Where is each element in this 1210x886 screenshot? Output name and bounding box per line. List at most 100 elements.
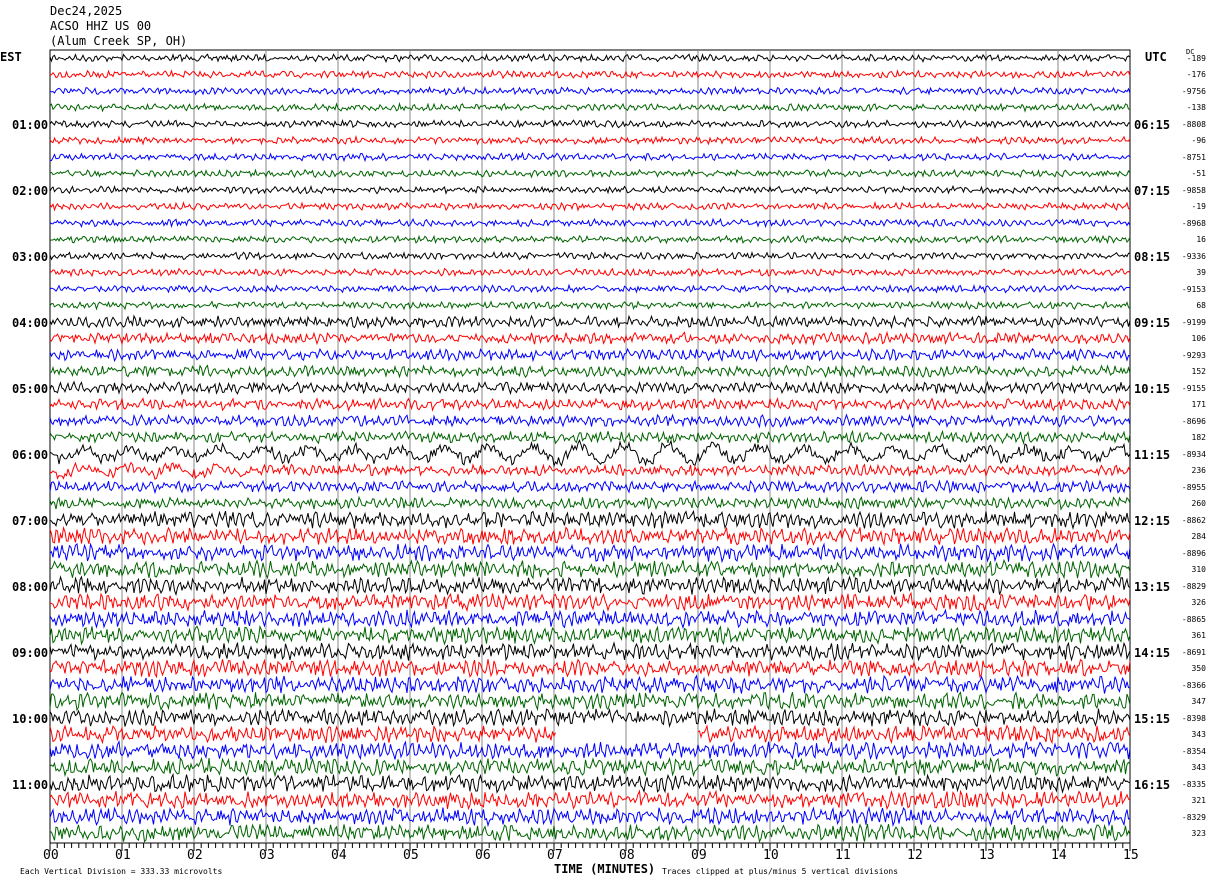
seismic-trace bbox=[49, 525, 1131, 547]
dc-offset-label: -8865 bbox=[1181, 614, 1206, 624]
date-label: Dec24,2025 bbox=[50, 4, 123, 18]
dc-offset-label: 182 bbox=[1191, 433, 1206, 443]
utc-hour-label: 06:15 bbox=[1134, 117, 1171, 132]
seismic-trace bbox=[49, 251, 1130, 261]
seismic-trace bbox=[49, 789, 1131, 811]
dc-offset-label: -9293 bbox=[1181, 350, 1206, 360]
est-hour-label: 08:00 bbox=[12, 579, 49, 594]
dc-offset-label: -8968 bbox=[1181, 218, 1206, 228]
dc-offset-label: 326 bbox=[1191, 598, 1206, 608]
dc-offset-label: -8862 bbox=[1181, 515, 1206, 525]
utc-hour-label: 11:15 bbox=[1134, 447, 1171, 462]
dc-title: DC bbox=[1186, 48, 1195, 56]
x-tick-label: 03 bbox=[259, 848, 275, 863]
seismic-trace bbox=[49, 380, 1131, 396]
seismic-trace bbox=[49, 657, 1131, 679]
seismic-trace bbox=[49, 438, 1131, 468]
seismic-trace bbox=[49, 283, 1131, 294]
seismic-trace bbox=[49, 168, 1131, 179]
utc-hour-label: 15:15 bbox=[1134, 711, 1171, 726]
dc-offset-label: 350 bbox=[1191, 664, 1206, 674]
dc-offset-label: -8335 bbox=[1181, 779, 1206, 789]
seismic-trace bbox=[49, 184, 1131, 195]
dc-offset-label: 106 bbox=[1191, 334, 1206, 344]
est-hour-label: 05:00 bbox=[12, 381, 49, 396]
seismic-trace bbox=[49, 347, 1131, 363]
dc-offset-label: -9155 bbox=[1181, 383, 1206, 393]
seismic-trace bbox=[49, 823, 1131, 844]
seismic-trace bbox=[49, 495, 1131, 511]
dc-offset-label: -8691 bbox=[1181, 647, 1206, 657]
x-tick-label: 11 bbox=[835, 848, 851, 863]
dc-offset-label: -8955 bbox=[1181, 482, 1206, 492]
est-hour-label: 03:00 bbox=[12, 249, 49, 264]
dc-offset-label: 323 bbox=[1191, 829, 1206, 838]
x-tick-label: 08 bbox=[619, 848, 635, 863]
dc-offset-label: -8808 bbox=[1181, 119, 1206, 129]
seismic-trace bbox=[49, 740, 1131, 761]
utc-hour-label: 07:15 bbox=[1134, 183, 1171, 198]
seismic-trace bbox=[49, 52, 1131, 64]
utc-hour-label: 10:15 bbox=[1134, 381, 1171, 396]
dc-offset-label: -8329 bbox=[1181, 812, 1206, 822]
seismic-trace bbox=[49, 479, 1131, 495]
est-hour-label: 09:00 bbox=[12, 645, 49, 660]
dc-offset-label: 236 bbox=[1191, 466, 1206, 476]
seismic-trace bbox=[49, 542, 1131, 564]
seismic-trace bbox=[49, 805, 1131, 828]
x-tick-label: 12 bbox=[907, 848, 923, 863]
x-tick-label: 02 bbox=[187, 848, 203, 863]
x-tick-label: 06 bbox=[475, 848, 491, 863]
x-tick-label: 14 bbox=[1051, 848, 1067, 863]
x-tick-label: 13 bbox=[979, 848, 995, 863]
dc-offset-label: -96 bbox=[1191, 136, 1206, 146]
seismic-trace bbox=[49, 691, 1131, 712]
seismic-trace bbox=[49, 300, 1131, 311]
dc-offset-label: 152 bbox=[1191, 367, 1206, 377]
station-label: ACSO HHZ US 00 bbox=[50, 19, 152, 33]
dc-offset-label: 171 bbox=[1191, 400, 1206, 410]
seismic-trace bbox=[49, 772, 1131, 794]
seismic-trace bbox=[49, 200, 1131, 212]
dc-offset-label: 310 bbox=[1191, 565, 1206, 575]
seismic-trace bbox=[49, 575, 1131, 597]
dc-offset-label: 343 bbox=[1191, 763, 1206, 773]
est-hour-label: 02:00 bbox=[12, 183, 49, 198]
dc-offset-label: -176 bbox=[1186, 70, 1206, 80]
utc-hour-label: 16:15 bbox=[1134, 777, 1171, 792]
dc-offset-label: -19 bbox=[1191, 202, 1206, 212]
dc-offset-label: -8934 bbox=[1181, 449, 1206, 459]
dc-offset-label: 260 bbox=[1191, 499, 1206, 509]
dc-offset-label: 68 bbox=[1196, 301, 1206, 311]
dc-offset-label: 16 bbox=[1196, 235, 1206, 245]
dc-offset-label: -9756 bbox=[1181, 86, 1206, 96]
x-tick-label: 07 bbox=[547, 848, 563, 863]
seismic-trace bbox=[49, 364, 1131, 379]
est-hour-label: 07:00 bbox=[12, 513, 49, 528]
seismic-trace bbox=[49, 413, 1131, 429]
utc-hour-label: 08:15 bbox=[1134, 249, 1171, 264]
x-tick-label: 05 bbox=[403, 848, 419, 863]
est-hour-label: 10:00 bbox=[12, 711, 49, 726]
dc-offset-label: -9199 bbox=[1181, 317, 1206, 327]
seismic-trace bbox=[49, 330, 1131, 347]
est-hour-label: 04:00 bbox=[12, 315, 49, 330]
seismic-trace bbox=[49, 429, 1131, 446]
est-hour-label: 06:00 bbox=[12, 447, 49, 462]
location-label: (Alum Creek SP, OH) bbox=[50, 34, 188, 48]
dc-offset-label: -9153 bbox=[1181, 284, 1206, 294]
x-tick-label: 00 bbox=[43, 848, 59, 863]
seismic-trace bbox=[49, 674, 1131, 695]
x-tick-label: 01 bbox=[115, 848, 131, 863]
dc-offset-label: 347 bbox=[1191, 697, 1206, 707]
seismic-trace bbox=[49, 134, 1131, 146]
x-tick-label: 10 bbox=[763, 848, 779, 863]
dc-offset-label: 361 bbox=[1191, 631, 1206, 641]
seismic-trace bbox=[49, 509, 1131, 530]
x-tick-label: 04 bbox=[331, 848, 347, 863]
seismic-trace bbox=[49, 314, 1131, 330]
seismic-trace bbox=[49, 756, 1131, 778]
est-hour-label: 11:00 bbox=[12, 777, 49, 792]
seismic-trace bbox=[49, 234, 1131, 245]
